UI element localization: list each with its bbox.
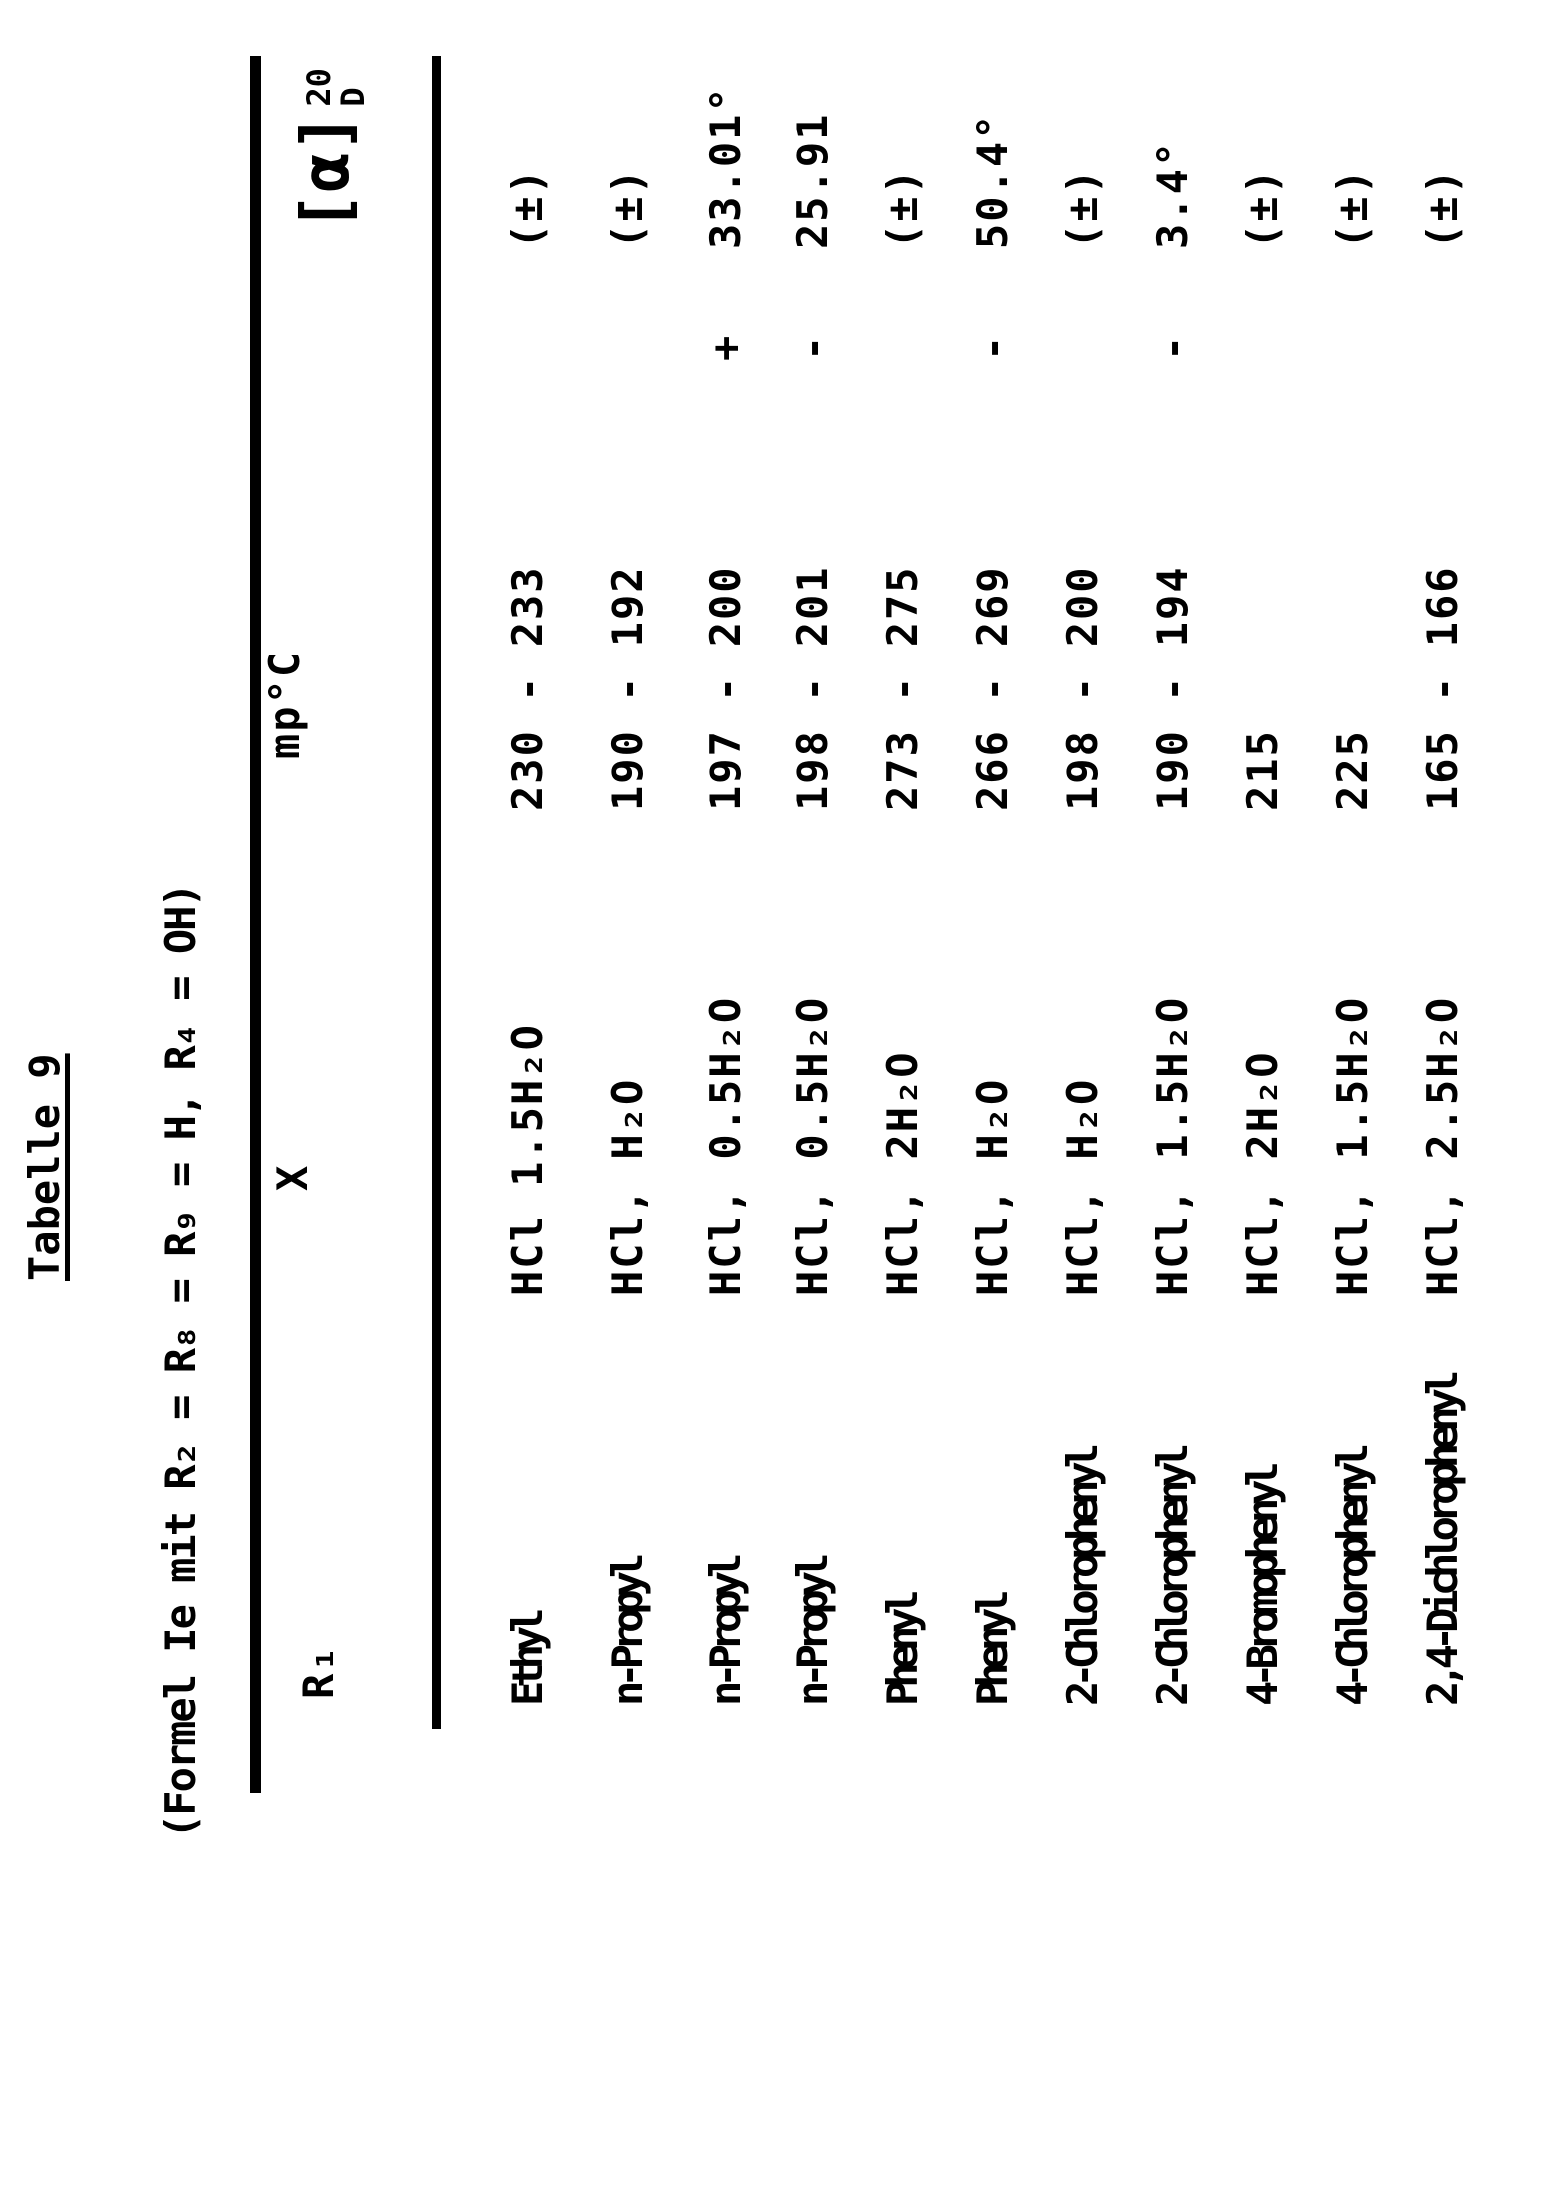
cell-optical-rotation: (±): [878, 167, 927, 361]
table-row: n-Propyl HCl, H₂O 190 - 192 (±): [603, 0, 697, 2191]
cell-melting-point: 165 - 166: [1418, 565, 1467, 811]
column-header-alpha-d20: [α] 20 D: [244, 68, 417, 333]
cell-optical-rotation: - 3.4°: [1148, 139, 1197, 361]
table-row: n-Propyl HCl, 0.5H₂O 197 - 200 +33.01°: [701, 0, 795, 2191]
table-row: 2-Chlorophenyl HCl, H₂O 198 - 200 (±): [1058, 0, 1152, 2191]
cell-r1: 4-Bromophenyl: [1238, 1468, 1287, 1706]
rotation-sign: -: [788, 333, 837, 361]
cell-x-salt-hydrate: HCl, 2.5H₂O: [1418, 995, 1467, 1296]
rotation-value: (±): [1058, 167, 1107, 249]
cell-optical-rotation: (±): [1328, 167, 1377, 361]
alpha-sup-sub-stack: 20 D: [300, 68, 372, 107]
rotation-value: (±): [603, 167, 652, 249]
cell-r1: Phenyl: [968, 1596, 1017, 1706]
cell-melting-point: 273 - 275: [878, 565, 927, 811]
cell-melting-point: 225: [1328, 729, 1377, 811]
table-row: 2,4-Dichlorophenyl HCl, 2.5H₂O 165 - 166…: [1418, 0, 1512, 2191]
cell-optical-rotation: (±): [603, 167, 652, 361]
table-row: Phenyl HCl, H₂O 266 - 269 - 50.4°: [968, 0, 1062, 2191]
cell-r1: 2-Chlorophenyl: [1148, 1449, 1197, 1706]
cell-x-salt-hydrate: HCl, 2H₂O: [1238, 1050, 1287, 1296]
cell-r1: 2,4-Dichlorophenyl: [1418, 1376, 1467, 1706]
rotation-value: (±): [1238, 167, 1287, 249]
table-row: Ethyl HCl 1.5H₂O 230 - 233 (±): [503, 0, 597, 2191]
table-row: 4-Bromophenyl HCl, 2H₂O 215 (±): [1238, 0, 1332, 2191]
column-header-mp: mp°C: [260, 649, 309, 759]
cell-melting-point: 230 - 233: [503, 565, 552, 811]
cell-x-salt-hydrate: HCl, 1.5H₂O: [1328, 995, 1377, 1296]
table-row: Phenyl HCl, 2H₂O 273 - 275 (±): [878, 0, 972, 2191]
rotation-value: 50.4°: [968, 112, 1017, 249]
cell-optical-rotation: (±): [503, 167, 552, 361]
alpha-superscript: 20: [300, 68, 339, 107]
cell-melting-point: 266 - 269: [968, 565, 1017, 811]
cell-r1: 2-Chlorophenyl: [1058, 1449, 1107, 1706]
table-row: 2-Chlorophenyl HCl, 1.5H₂O 190 - 194 - 3.…: [1148, 0, 1242, 2191]
cell-r1: 4-Chlorophenyl: [1328, 1449, 1377, 1706]
rotation-sign: -: [968, 333, 1017, 361]
cell-optical-rotation: - 50.4°: [968, 112, 1017, 361]
cell-x-salt-hydrate: HCl, H₂O: [1058, 1077, 1107, 1296]
rotation-value: (±): [1328, 167, 1377, 249]
rotation-value: 25.91: [788, 112, 837, 249]
cell-r1: n-Propyl: [603, 1559, 652, 1706]
cell-optical-rotation: - 25.91: [788, 112, 837, 361]
rotation-sign: -: [1148, 333, 1197, 361]
cell-r1: Ethyl: [503, 1614, 552, 1706]
cell-melting-point: 215: [1238, 729, 1287, 811]
column-header-r1: R₁: [294, 1644, 343, 1699]
cell-x-salt-hydrate: HCl, 1.5H₂O: [1148, 995, 1197, 1296]
column-header-x: X: [268, 1163, 317, 1191]
rotation-value: (±): [1418, 167, 1467, 249]
table-header-rule: [432, 56, 441, 1729]
cell-x-salt-hydrate: HCl, 0.5H₂O: [788, 995, 837, 1296]
formula-note: (Formel Ie mit R₂ = R₈ = R₉ = H, R₄ = OH…: [156, 884, 205, 1839]
cell-melting-point: 198 - 200: [1058, 565, 1107, 811]
cell-melting-point: 198 - 201: [788, 565, 837, 811]
alpha-subscript: D: [333, 87, 372, 107]
cell-r1: Phenyl: [878, 1596, 927, 1706]
cell-melting-point: 190 - 194: [1148, 565, 1197, 811]
rotation-value: 3.4°: [1148, 139, 1197, 249]
cell-x-salt-hydrate: HCl, 2H₂O: [878, 1050, 927, 1296]
table-row: 4-Chlorophenyl HCl, 1.5H₂O 225 (±): [1328, 0, 1422, 2191]
cell-x-salt-hydrate: HCl, H₂O: [968, 1077, 1017, 1296]
cell-x-salt-hydrate: HCl, 0.5H₂O: [701, 995, 750, 1296]
cell-optical-rotation: (±): [1238, 167, 1287, 361]
cell-melting-point: 190 - 192: [603, 565, 652, 811]
cell-optical-rotation: (±): [1418, 167, 1467, 361]
rotation-value: (±): [878, 167, 927, 249]
cell-x-salt-hydrate: HCl 1.5H₂O: [503, 1023, 552, 1296]
table-row: n-Propyl HCl, 0.5H₂O 198 - 201 - 25.91: [788, 0, 882, 2191]
alpha-bracket-symbol: [α]: [287, 112, 365, 232]
rotation-value: 33.01°: [701, 85, 750, 249]
table-title: Tabelle 9: [20, 1053, 69, 1281]
cell-melting-point: 197 - 200: [701, 565, 750, 811]
rotation-value: (±): [503, 167, 552, 249]
cell-r1: n-Propyl: [788, 1559, 837, 1706]
rotation-sign: +: [701, 333, 750, 361]
cell-optical-rotation: +33.01°: [701, 85, 750, 361]
cell-x-salt-hydrate: HCl, H₂O: [603, 1077, 652, 1296]
cell-r1: n-Propyl: [701, 1559, 750, 1706]
cell-optical-rotation: (±): [1058, 167, 1107, 361]
